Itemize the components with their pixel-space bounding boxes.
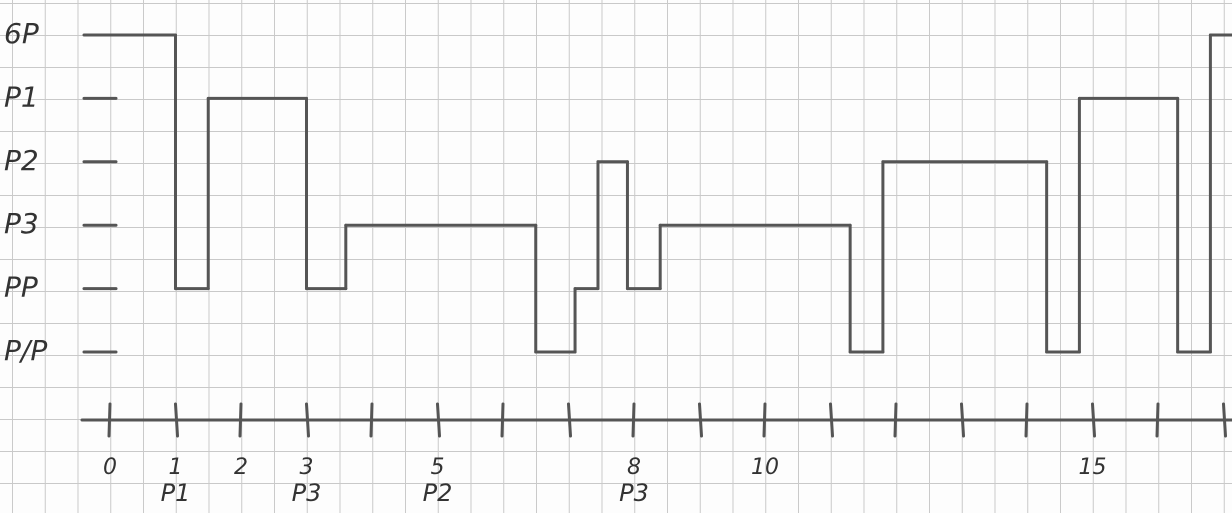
y-tick-label: 6P — [4, 17, 39, 50]
annotation: P2 — [423, 479, 453, 507]
x-tick — [109, 404, 110, 436]
x-tick — [438, 404, 440, 436]
x-tick — [502, 404, 503, 436]
x-tick — [1157, 404, 1158, 436]
x-tick — [569, 404, 571, 436]
x-tick-label: 10 — [751, 455, 779, 480]
x-tick — [895, 404, 896, 436]
y-tick-label: P1 — [4, 80, 39, 113]
x-tick — [1026, 404, 1027, 436]
x-tick-label: 8 — [627, 455, 641, 480]
x-tick — [764, 404, 765, 436]
y-tick-label: P/P — [4, 334, 47, 367]
y-tick-label: P2 — [4, 144, 39, 177]
x-tick-label: 5 — [431, 455, 445, 480]
y-tick-label: P3 — [4, 207, 39, 240]
annotation: P3 — [292, 479, 322, 507]
y-tick-label: PP — [4, 271, 38, 304]
x-tick — [962, 404, 964, 436]
annotation: P1 — [161, 479, 191, 507]
x-tick — [831, 404, 833, 436]
x-tick — [633, 404, 634, 436]
x-tick-label: 3 — [300, 455, 314, 480]
chart: 6P P1 P2 P3 PP P/P 0 1 2 3 5 8 10 15 P1 P3 P2 P3 — [0, 0, 1232, 513]
x-tick — [371, 404, 372, 436]
x-tick — [1093, 404, 1095, 436]
x-tick-label: 0 — [103, 455, 117, 480]
x-tick — [1224, 404, 1226, 436]
x-tick — [307, 404, 309, 436]
x-tick-label: 15 — [1079, 455, 1107, 480]
annotation: P3 — [619, 479, 649, 507]
x-tick — [176, 404, 178, 436]
x-tick-label: 1 — [169, 455, 183, 480]
x-tick-label: 2 — [234, 455, 248, 480]
x-tick — [240, 404, 241, 436]
x-tick — [700, 404, 702, 436]
